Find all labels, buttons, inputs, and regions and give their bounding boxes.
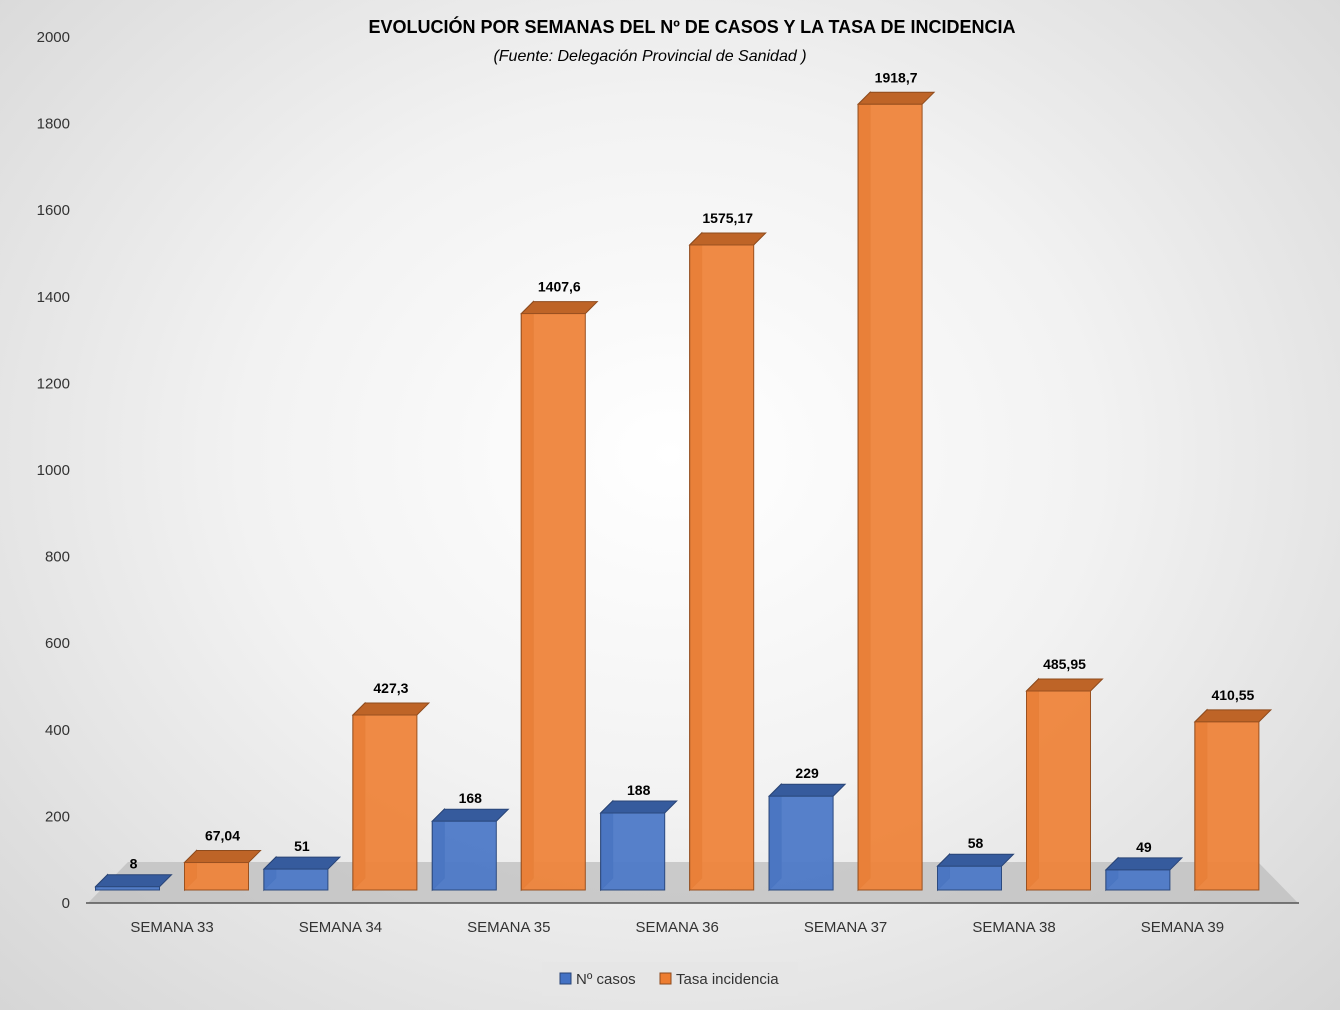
y-tick-label: 0: [62, 895, 70, 912]
x-tick-label: SEMANA 39: [1141, 919, 1224, 936]
chart-subtitle: (Fuente: Delegación Provincial de Sanida…: [493, 48, 806, 65]
data-label-tasa: 410,55: [1211, 687, 1254, 703]
x-tick-label: SEMANA 37: [804, 919, 887, 936]
data-label-casos: 49: [1136, 839, 1152, 855]
x-tick-label: SEMANA 38: [972, 919, 1055, 936]
data-label-tasa: 1575,17: [702, 210, 753, 226]
bars: [94, 91, 1273, 892]
x-tick-label: SEMANA 35: [467, 919, 550, 936]
data-label-casos: 168: [459, 790, 483, 806]
legend-swatch: [659, 972, 672, 985]
y-tick-label: 800: [45, 549, 70, 566]
y-tick-label: 600: [45, 635, 70, 652]
x-tick-label: SEMANA 34: [299, 919, 382, 936]
data-label-tasa: 67,04: [205, 828, 240, 844]
y-tick-label: 200: [45, 808, 70, 825]
bar-casos: [262, 855, 342, 892]
bar-tasa: [1193, 708, 1273, 892]
bar-casos: [94, 873, 173, 892]
y-tick-label: 400: [45, 722, 70, 739]
y-tick-label: 1200: [37, 375, 70, 392]
bar-tasa: [183, 849, 262, 892]
y-tick-label: 1600: [37, 202, 70, 219]
legend-label: Nº casos: [576, 971, 636, 988]
data-label-casos: 51: [294, 838, 310, 854]
y-tick-label: 1400: [37, 289, 70, 306]
bar-casos: [599, 799, 678, 892]
bar-tasa: [520, 300, 599, 892]
data-label-tasa: 485,95: [1043, 656, 1086, 672]
chart-title: EVOLUCIÓN POR SEMANAS DEL Nº DE CASOS Y …: [369, 16, 1016, 37]
x-tick-label: SEMANA 36: [636, 919, 719, 936]
bar-tasa: [351, 701, 431, 892]
y-tick-label: 1800: [37, 116, 70, 133]
data-label-tasa: 1407,6: [538, 279, 581, 295]
data-label-casos: 188: [627, 782, 651, 798]
bar-casos: [767, 783, 847, 892]
data-label-tasa: 427,3: [373, 680, 408, 696]
x-tick-label: SEMANA 33: [130, 919, 213, 936]
data-label-casos: 8: [130, 856, 138, 872]
y-axis: 0 200 400 600 800 1000 1200 1400 1600 1800 2000: [37, 29, 70, 912]
data-labels: 8 67,04 51 427,3 168 1407,6 188 1575,17 229 1918,…: [130, 69, 1255, 871]
x-axis: SEMANA 33 SEMANA 34 SEMANA 35 SEMANA 36 SEMA…: [130, 919, 1224, 936]
data-label-tasa: 1918,7: [875, 69, 918, 85]
bar-casos: [936, 853, 1015, 892]
data-label-casos: 229: [795, 765, 819, 781]
legend: Nº casos Tasa incidencia: [542, 962, 798, 996]
bar-tasa: [856, 91, 936, 892]
legend-swatch: [559, 972, 572, 985]
legend-label: Tasa incidencia: [676, 971, 779, 988]
y-tick-label: 2000: [37, 29, 70, 46]
data-label-casos: 58: [968, 835, 984, 851]
bar-tasa: [688, 231, 767, 892]
bar-casos: [431, 807, 510, 892]
bar-casos: [1104, 856, 1184, 892]
bar-tasa: [1025, 677, 1104, 892]
y-tick-label: 1000: [37, 462, 70, 479]
